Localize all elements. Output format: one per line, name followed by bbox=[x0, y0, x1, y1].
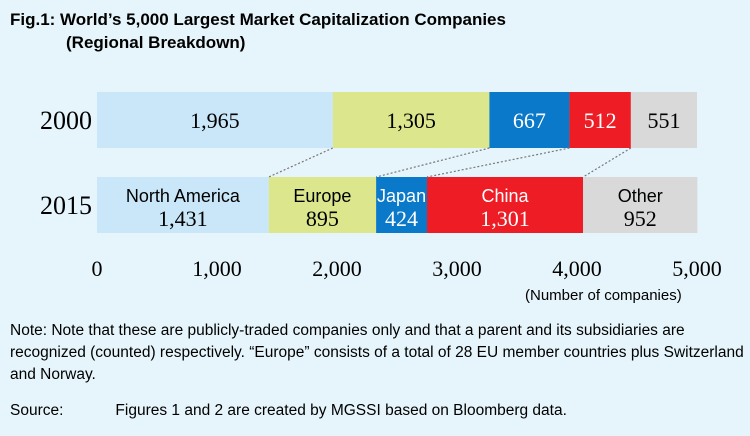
data-label-2015: 952 bbox=[624, 206, 657, 231]
bar-2000-europe bbox=[332, 92, 490, 148]
x-axis-unit-label: (Number of companies) bbox=[525, 287, 682, 304]
source-label: Source: bbox=[10, 402, 64, 419]
series-name-japan: Japan bbox=[377, 186, 426, 206]
x-tick-label: 1,000 bbox=[192, 256, 242, 281]
bar-2000-other bbox=[630, 92, 697, 148]
data-label-2015: 1,431 bbox=[158, 206, 208, 231]
stacked-bar-chart: 2000 2015 1,965 1,305 667 512 551 North America… bbox=[40, 92, 722, 281]
bar-2015-europe bbox=[268, 177, 377, 233]
series-name-china: China bbox=[482, 186, 530, 206]
chart-title: Fig.1: World’s 5,000 Largest Market Capi… bbox=[10, 8, 506, 54]
source-text: Figures 1 and 2 are created by MGSSI bas… bbox=[115, 402, 567, 419]
category-label-2000: 2000 bbox=[40, 106, 92, 135]
data-label-2000: 551 bbox=[647, 108, 680, 133]
category-label-2015: 2015 bbox=[40, 191, 92, 220]
data-label-2000: 512 bbox=[584, 108, 617, 133]
bar-2015-japan bbox=[376, 177, 427, 233]
data-label-2015: 1,301 bbox=[480, 206, 530, 231]
bar-2015-north-america bbox=[97, 177, 269, 233]
bar-2000-north-america bbox=[97, 92, 333, 148]
x-tick-label: 4,000 bbox=[552, 256, 602, 281]
x-tick-label: 5,000 bbox=[672, 256, 722, 281]
connector-line bbox=[375, 147, 490, 178]
x-tick-label: 0 bbox=[92, 256, 103, 281]
bar-2015-china bbox=[427, 177, 584, 233]
bar-2000-japan bbox=[489, 92, 570, 148]
data-label-2000: 667 bbox=[513, 108, 546, 133]
data-label-2000: 1,965 bbox=[190, 108, 240, 133]
x-tick-label: 2,000 bbox=[312, 256, 362, 281]
data-label-2015: 895 bbox=[306, 206, 339, 231]
data-label-2015: 424 bbox=[385, 206, 418, 231]
connector-line bbox=[426, 147, 570, 178]
connector-line bbox=[268, 147, 334, 178]
data-label-2000: 1,305 bbox=[386, 108, 436, 133]
x-tick-label: 3,000 bbox=[432, 256, 482, 281]
bar-2015-other bbox=[583, 177, 698, 233]
title-line-2: (Regional Breakdown) bbox=[66, 33, 246, 52]
note-text: Note: Note that these are publicly-trade… bbox=[10, 322, 744, 383]
bar-2000-china bbox=[569, 92, 631, 148]
series-name-other: Other bbox=[618, 186, 663, 206]
title-line-1: Fig.1: World’s 5,000 Largest Market Capi… bbox=[10, 10, 506, 29]
series-name-north-america: North America bbox=[126, 186, 241, 206]
series-name-europe: Europe bbox=[293, 186, 351, 206]
source-line: Source: Figures 1 and 2 are created by MG… bbox=[10, 400, 567, 422]
connector-line bbox=[582, 147, 632, 178]
